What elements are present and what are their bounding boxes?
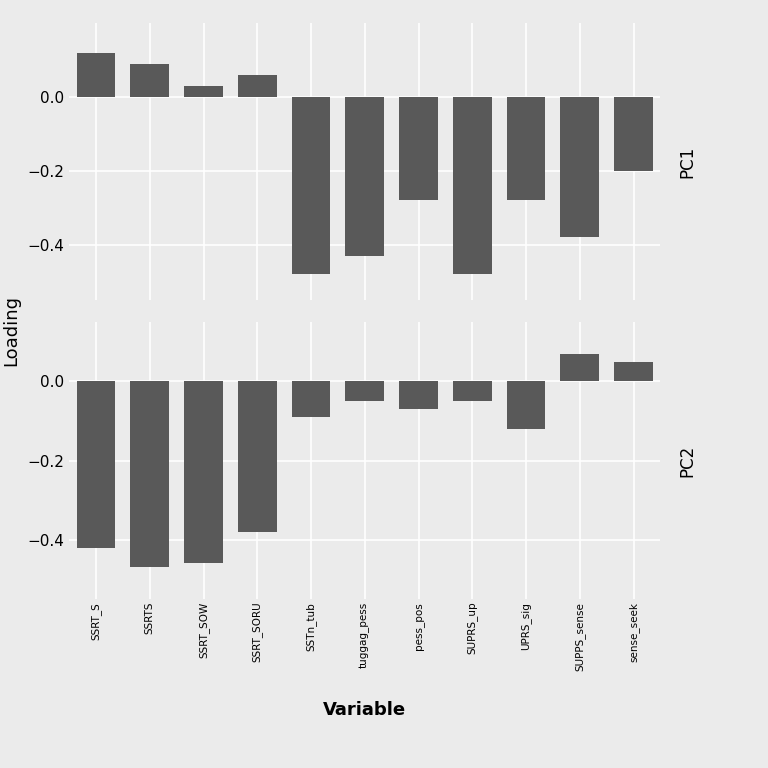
Bar [184,382,223,564]
Bar [453,382,492,401]
Bar [561,97,599,237]
Bar [238,382,276,531]
Bar [561,354,599,382]
Bar [238,74,276,97]
Bar [399,97,438,200]
Bar [346,382,384,401]
Bar [131,64,169,97]
Bar [507,97,545,200]
Text: PC1: PC1 [678,145,697,177]
Text: PC2: PC2 [678,445,697,477]
Bar [507,382,545,429]
Bar [292,382,330,417]
Bar [131,382,169,568]
Bar [292,97,330,274]
Text: Variable: Variable [323,701,406,720]
Bar [184,86,223,97]
Bar [614,362,653,382]
Bar [399,382,438,409]
Bar [614,97,653,170]
Bar [77,52,115,97]
Bar [346,97,384,256]
Bar [453,97,492,274]
Bar [77,382,115,548]
Text: Loading: Loading [2,295,21,366]
